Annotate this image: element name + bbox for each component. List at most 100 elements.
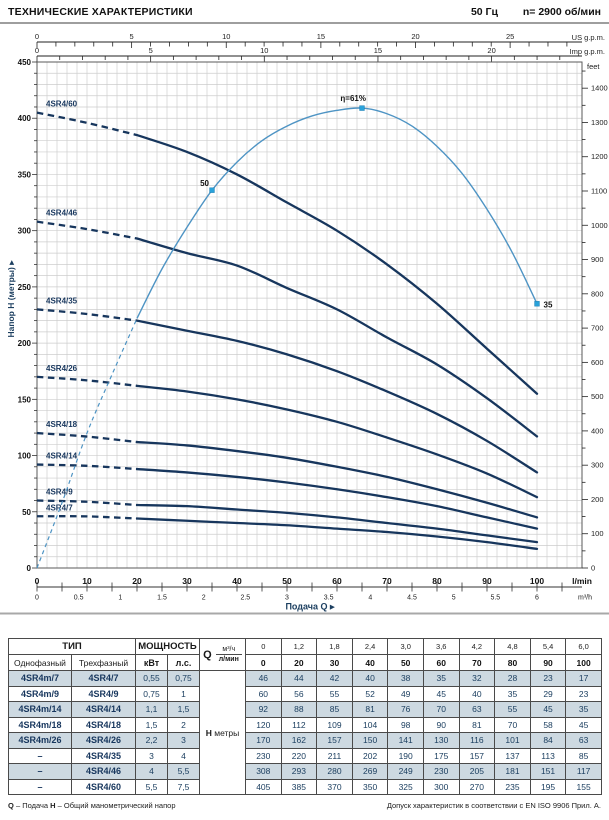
cell-head-value: 98 bbox=[387, 716, 424, 733]
header-m3h-value: 6,0 bbox=[565, 638, 602, 655]
cell-head-value: 230 bbox=[422, 763, 460, 780]
pump-curve-dashed bbox=[36, 308, 138, 322]
usgpm-label: 0 bbox=[35, 32, 39, 41]
efficiency-curve-dashed bbox=[36, 318, 138, 569]
m3h-label: 2.5 bbox=[240, 595, 250, 602]
cell-head-value: 170 bbox=[245, 732, 282, 749]
cell-head-value: 116 bbox=[458, 732, 496, 749]
header-lmin-value: 30 bbox=[316, 654, 353, 671]
header-lmin-value: 50 bbox=[387, 654, 424, 671]
q-symbol: Q bbox=[203, 648, 212, 661]
pump-curve bbox=[135, 237, 539, 438]
cell-head-value: 202 bbox=[351, 747, 389, 764]
cell-head-value: 56 bbox=[280, 685, 318, 702]
cell-single-phase-model: 4SR4m/18 bbox=[8, 716, 72, 733]
cell-head-value: 308 bbox=[245, 763, 282, 780]
cell-head-value: 45 bbox=[529, 701, 567, 718]
y-axis-label: 0 bbox=[27, 564, 32, 573]
m3h-label: 2 bbox=[202, 595, 206, 602]
page-title: ТЕХНИЧЕСКИЕ ХАРАКТЕРИСТИКИ bbox=[8, 5, 193, 18]
impgpm-label: 10 bbox=[260, 46, 268, 55]
m3h-label: 3 bbox=[285, 595, 289, 602]
efficiency-marker bbox=[534, 301, 540, 307]
cell-power-kw: 0,55 bbox=[135, 670, 168, 687]
cell-head-value: 141 bbox=[387, 732, 424, 749]
cell-head-value: 325 bbox=[387, 778, 424, 795]
cell-head-value: 23 bbox=[529, 670, 567, 687]
cell-head-value: 155 bbox=[565, 778, 602, 795]
frequency-value: 50 Гц bbox=[470, 5, 498, 18]
table-row: –4SR4/46 4 5,5 308 293 280 269 249 230 205 181 151 1… bbox=[8, 763, 602, 780]
legend-definitions: Q – Подача H – Общий манометрический нап… bbox=[8, 801, 176, 810]
cell-three-phase-model: 4SR4/26 bbox=[71, 732, 136, 749]
table-row: 4SR4m/14 4SR4/14 1,1 1,5 92 88 85 81 76 70 63 55 45 3… bbox=[8, 701, 602, 718]
q-units-cell: Q м³/ч л/мин bbox=[199, 638, 246, 671]
feet-label: 800 bbox=[591, 289, 604, 298]
curve-label: 4SR4/46 bbox=[46, 209, 78, 218]
efficiency-marker-label: 50 bbox=[200, 179, 209, 188]
cell-three-phase-model: 4SR4/9 bbox=[71, 685, 136, 702]
cell-head-value: 270 bbox=[458, 778, 496, 795]
y-axis-label: 300 bbox=[18, 227, 32, 236]
efficiency-marker bbox=[209, 187, 215, 193]
feet-label: 1100 bbox=[591, 186, 607, 195]
pump-curve-dashed bbox=[36, 111, 138, 137]
usgpm-label: 20 bbox=[411, 32, 419, 41]
cell-power-kw: 1,1 bbox=[135, 701, 168, 718]
usgpm-label: 5 bbox=[130, 32, 134, 41]
cell-head-value: 205 bbox=[458, 763, 496, 780]
feet-label: 300 bbox=[591, 461, 604, 470]
impgpm-label: 0 bbox=[35, 46, 39, 55]
cell-power-kw: 5,5 bbox=[135, 778, 168, 795]
pump-curve-dashed bbox=[36, 463, 138, 471]
m3h-label: 6 bbox=[535, 595, 539, 602]
m3h-label: 5.5 bbox=[490, 595, 500, 602]
table-row: 4SR4m/18 4SR4/18 1,5 2 120 112 109 104 98 90 81 70 5… bbox=[8, 716, 602, 733]
cell-head-value: 46 bbox=[245, 670, 282, 687]
impgpm-label: 5 bbox=[149, 46, 153, 55]
cell-head-value: 45 bbox=[565, 716, 602, 733]
cell-head-value: 293 bbox=[280, 763, 318, 780]
curve-label: 4SR4/14 bbox=[46, 452, 78, 461]
lmin-label: 40 bbox=[232, 576, 242, 586]
footnotes: Q – Подача H – Общий манометрический нап… bbox=[8, 801, 601, 810]
cell-head-value: 35 bbox=[494, 685, 531, 702]
table-body: 4SR4m/7 4SR4/7 0,55 0,75 H метры 46 44 42 40 38 35… bbox=[8, 670, 602, 795]
header-lmin-value: 40 bbox=[351, 654, 389, 671]
cell-head-value: 23 bbox=[565, 685, 602, 702]
cell-head-value: 55 bbox=[316, 685, 353, 702]
pump-curve-dashed bbox=[36, 499, 138, 507]
cell-head-value: 235 bbox=[494, 778, 531, 795]
cell-head-value: 90 bbox=[422, 716, 460, 733]
cell-head-value: 181 bbox=[494, 763, 531, 780]
usgpm-label: 15 bbox=[317, 32, 325, 41]
efficiency-marker-label: 35 bbox=[544, 300, 553, 309]
cell-head-value: 45 bbox=[422, 685, 460, 702]
cell-head-value: 58 bbox=[529, 716, 567, 733]
cell-head-value: 350 bbox=[351, 778, 389, 795]
y-axis-label: 50 bbox=[22, 508, 31, 517]
curve-label: 4SR4/18 bbox=[46, 420, 78, 429]
header-m3h-value: 1,8 bbox=[316, 638, 353, 655]
lmin-unit-label: л/мин bbox=[218, 656, 239, 663]
cell-head-value: 28 bbox=[494, 670, 531, 687]
cell-head-value: 151 bbox=[529, 763, 567, 780]
lmin-label: 60 bbox=[332, 576, 342, 586]
cell-power-hp: 7,5 bbox=[167, 778, 200, 795]
y-axis-label: 100 bbox=[18, 452, 32, 461]
cell-head-value: 40 bbox=[458, 685, 496, 702]
cell-head-value: 220 bbox=[280, 747, 318, 764]
pump-curve bbox=[135, 440, 539, 519]
feet-label: 1400 bbox=[591, 84, 608, 93]
cell-head-value: 130 bbox=[422, 732, 460, 749]
lmin-label: 20 bbox=[132, 576, 142, 586]
cell-head-value: 42 bbox=[316, 670, 353, 687]
y-axis-label: 450 bbox=[18, 58, 32, 67]
performance-table: ТИП МОЩНОСТЬ Q м³/ч л/мин 0 1,2 1,8 2,4 3,0 3… bbox=[8, 638, 602, 795]
cell-head-value: 104 bbox=[351, 716, 389, 733]
pump-curve-dashed bbox=[36, 515, 138, 520]
header-lmin-value: 90 bbox=[529, 654, 567, 671]
pump-curve bbox=[135, 133, 539, 395]
feet-label: 600 bbox=[591, 358, 604, 367]
cell-head-value: 175 bbox=[422, 747, 460, 764]
